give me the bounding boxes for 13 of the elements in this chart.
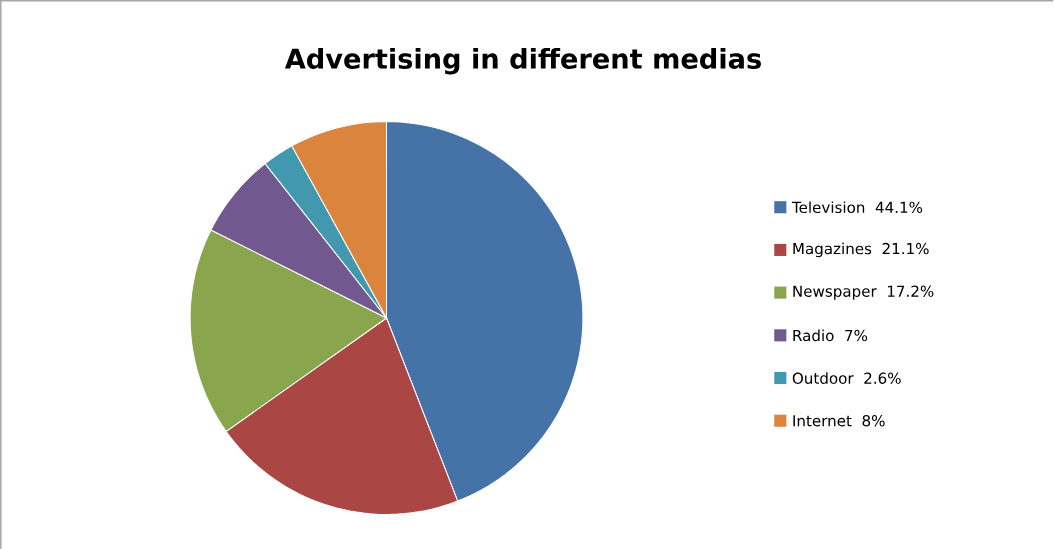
data-label: 7% [845,329,868,341]
legend-label: Outdoor [792,372,854,384]
data-label: 44.1% [875,201,923,213]
legend-label: Radio [793,329,834,341]
legend-label: Television [791,201,865,213]
chart-title: Advertising in different medias [284,47,761,75]
legend-label: Newspaper [793,285,877,300]
data-label: 2.6% [864,372,901,384]
legend-label: Internet [793,415,852,427]
data-label: 8% [862,414,885,427]
data-label: 21.1% [882,242,929,255]
legend-label: Magazines [793,242,872,258]
data-label: 17.2% [887,285,934,297]
